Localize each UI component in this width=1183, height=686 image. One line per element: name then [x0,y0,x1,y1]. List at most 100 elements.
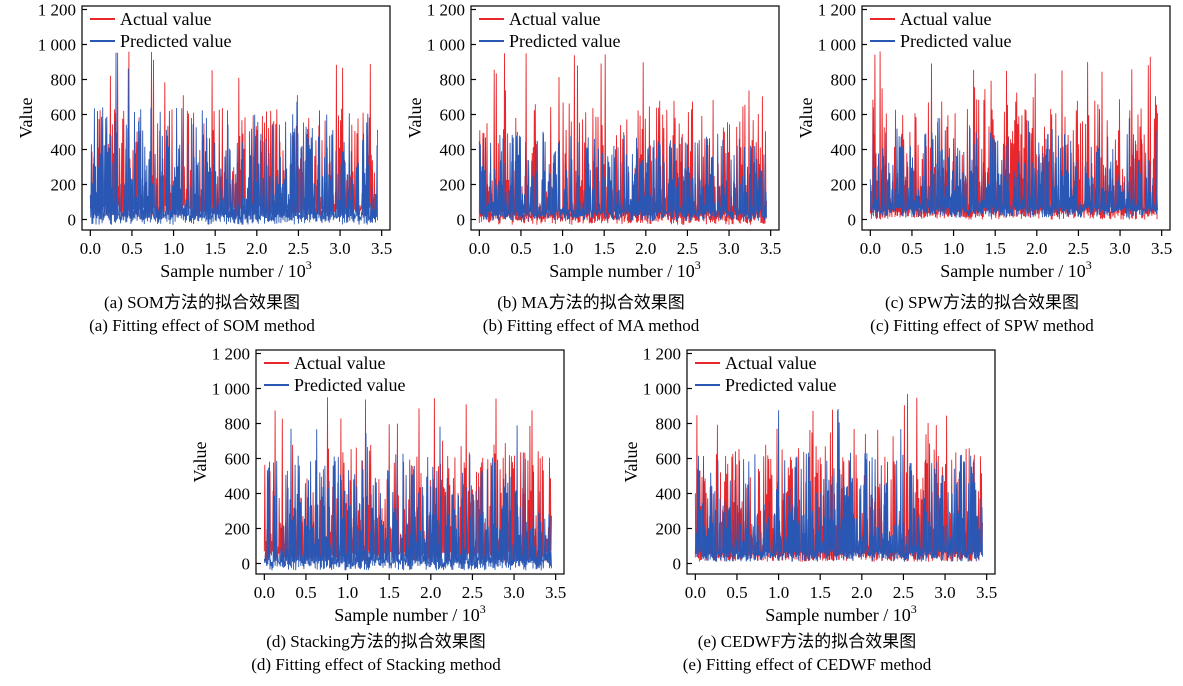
x-tick-label: 3.0 [1109,239,1130,258]
chart-e: 0 200 400 600 800 1 000 1 200 0.0 0.5 1.0 1.5 2.0 2.… [621,345,997,626]
x-tick-label: 3.5 [545,583,566,602]
x-tick-label: 1.5 [379,583,400,602]
chart-a: 0 200 400 600 800 1 000 1 200 0.0 0.5 1.0 1.5 2.0 2.… [16,1,392,282]
y-tick-label: 600 [51,106,77,125]
plot-frame [861,5,1171,231]
x-tick-label: 0.0 [685,583,706,602]
caption-cn-b: (b) MA方法的拟合效果图 [497,293,685,312]
x-axis-label-exponent: 3 [911,602,917,616]
y-tick-label: 0 [457,211,466,230]
x-tick-label: 0.5 [901,239,922,258]
caption-en-c: (c) Fitting effect of SPW method [870,316,1094,335]
x-tick-label: 0.5 [726,583,747,602]
x-tick-label: 2.5 [1068,239,1089,258]
y-tick-label: 1 000 [643,380,681,399]
y-tick-label: 1 000 [212,380,250,399]
y-tick-label: 600 [440,106,466,125]
x-axis-label: Sample number / 103 [940,258,1091,281]
plot-frame [255,349,565,575]
x-tick-label: 3.0 [329,239,350,258]
y-tick-label: 600 [225,450,251,469]
y-tick-label: 400 [831,141,857,160]
x-tick-label: 0.0 [469,239,490,258]
caption-cn-e: (e) CEDWF方法的拟合效果图 [697,632,917,651]
y-tick-label: 0 [242,555,251,574]
x-tick-label: 2.5 [893,583,914,602]
x-tick-label: 1.5 [594,239,615,258]
legend-label-actual: Actual value [294,353,385,373]
x-tick-label: 3.5 [760,239,781,258]
y-tick-label: 0 [673,555,682,574]
x-tick-label: 3.0 [934,583,955,602]
y-axis-label: Value [405,97,425,138]
y-axis-label: Value [16,97,36,138]
y-tick-label: 1 200 [643,345,681,364]
x-axis-label-exponent: 3 [695,258,701,272]
y-tick-label: 1 000 [818,36,856,55]
x-tick-label: 2.5 [677,239,698,258]
y-tick-label: 200 [831,176,857,195]
x-axis-label: Sample number / 103 [334,602,485,625]
chart-c: 0 200 400 600 800 1 000 1 200 0.0 0.5 1.0 1.5 2.0 2.… [796,1,1172,282]
x-tick-label: 2.0 [420,583,441,602]
x-tick-label: 1.0 [768,583,789,602]
x-tick-label: 1.5 [810,583,831,602]
x-tick-label: 2.0 [1026,239,1047,258]
chart-panel-c: 0 200 400 600 800 1 000 1 200 0.0 0.5 1.0 1.5 2.0 2.… [792,1,1172,342]
caption-en-e: (e) Fitting effect of CEDWF method [682,655,932,674]
y-tick-label: 200 [51,176,77,195]
y-tick-label: 0 [848,211,857,230]
x-tick-label: 0.0 [254,583,275,602]
x-tick-label: 1.0 [163,239,184,258]
y-tick-label: 1 000 [427,36,465,55]
legend-label-actual: Actual value [725,353,816,373]
legend-label-predicted: Predicted value [725,375,836,395]
x-tick-label: 3.5 [976,583,997,602]
legend-label-predicted: Predicted value [509,31,620,51]
y-tick-label: 600 [831,106,857,125]
y-tick-label: 1 200 [38,1,76,20]
x-axis-label-exponent: 3 [1086,258,1092,272]
x-tick-label: 0.5 [295,583,316,602]
caption-cn-c: (c) SPW方法的拟合效果图 [884,293,1080,312]
chart-panel-a: 0 200 400 600 800 1 000 1 200 0.0 0.5 1.0 1.5 2.0 2.… [12,1,392,342]
chart-b: 0 200 400 600 800 1 000 1 200 0.0 0.5 1.0 1.5 2.0 2.… [405,1,781,282]
y-tick-label: 800 [656,415,682,434]
y-tick-label: 800 [51,71,77,90]
caption-cn-a: (a) SOM方法的拟合效果图 [104,293,300,312]
x-tick-label: 1.0 [943,239,964,258]
series-line-predicted [694,408,983,562]
x-axis-label: Sample number / 103 [549,258,700,281]
y-tick-label: 400 [440,141,466,160]
legend-label-predicted: Predicted value [294,375,405,395]
caption-en-d: (d) Fitting effect of Stacking method [251,655,501,674]
x-tick-label: 3.5 [1151,239,1172,258]
y-tick-label: 600 [656,450,682,469]
y-tick-label: 400 [656,485,682,504]
caption-en-a: (a) Fitting effect of SOM method [89,316,315,335]
y-tick-label: 1 200 [818,1,856,20]
y-tick-label: 800 [831,71,857,90]
x-tick-label: 2.0 [246,239,267,258]
plot-frame [81,5,391,231]
y-tick-label: 1 000 [38,36,76,55]
x-axis-label-exponent: 3 [306,258,312,272]
y-tick-label: 800 [440,71,466,90]
series-line-predicted [89,52,378,225]
caption-cn-d: (d) Stacking方法的拟合效果图 [266,632,486,651]
y-tick-label: 200 [225,520,251,539]
x-axis-label-exponent: 3 [480,602,486,616]
x-tick-label: 0.0 [80,239,101,258]
y-tick-label: 200 [656,520,682,539]
legend-label-actual: Actual value [900,9,991,29]
x-axis-label: Sample number / 103 [765,602,916,625]
y-tick-label: 400 [51,141,77,160]
plot-frame [470,5,780,231]
y-axis-label: Value [796,97,816,138]
x-tick-label: 1.0 [552,239,573,258]
y-tick-label: 1 200 [212,345,250,364]
y-tick-label: 400 [225,485,251,504]
y-tick-label: 200 [440,176,466,195]
caption-en-b: (b) Fitting effect of MA method [482,316,700,335]
x-tick-label: 3.5 [371,239,392,258]
